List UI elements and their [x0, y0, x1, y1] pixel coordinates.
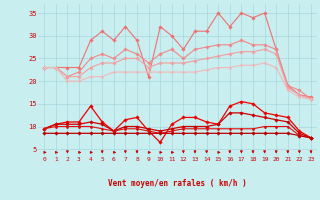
X-axis label: Vent moyen/en rafales ( km/h ): Vent moyen/en rafales ( km/h ) — [108, 179, 247, 188]
